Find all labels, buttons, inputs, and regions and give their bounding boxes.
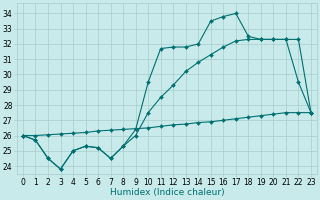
- X-axis label: Humidex (Indice chaleur): Humidex (Indice chaleur): [110, 188, 224, 197]
